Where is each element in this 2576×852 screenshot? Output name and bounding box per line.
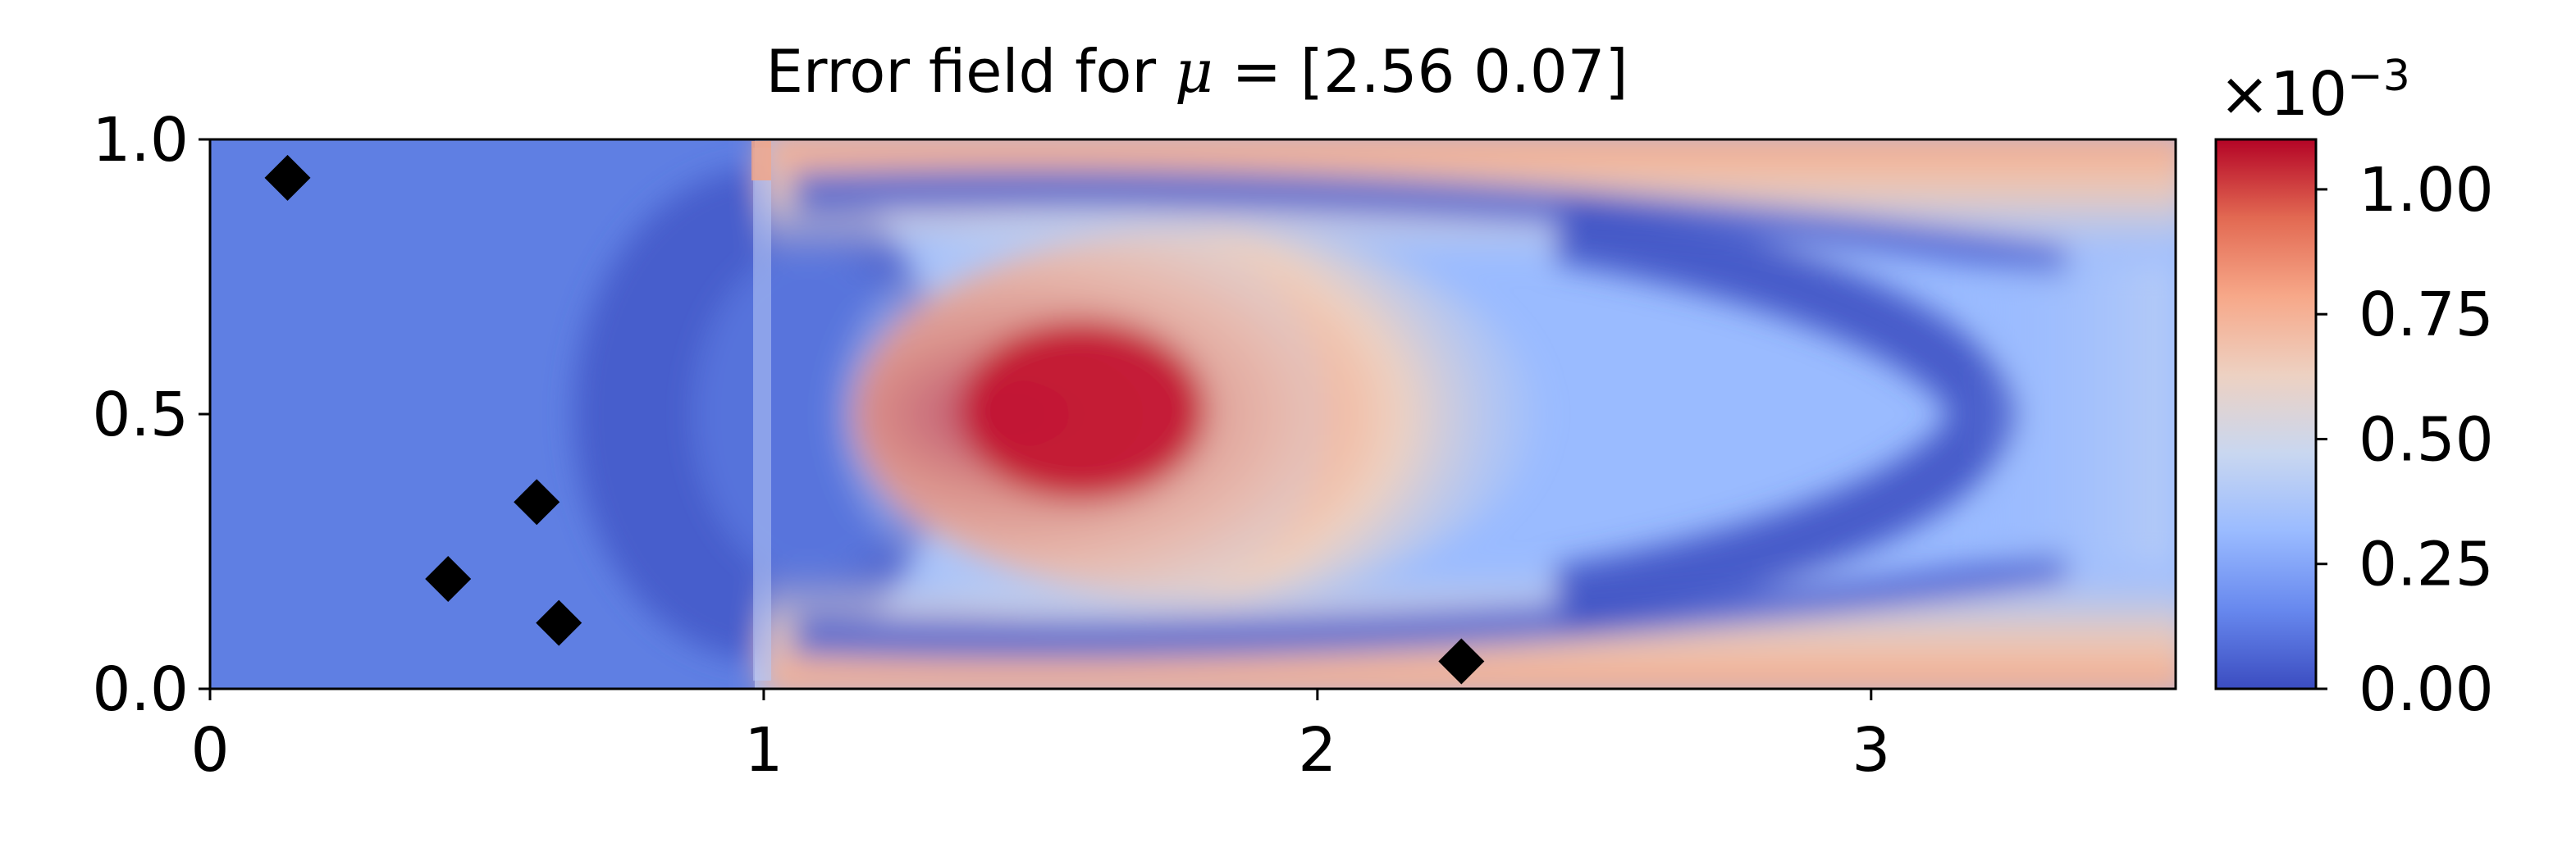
marker-diamond (514, 479, 560, 526)
corner-hot-spot (751, 141, 771, 180)
marker-diamond (1438, 638, 1485, 685)
colorbar-tick-label: 1.00 (2359, 155, 2494, 226)
y-axis: 0.0 0.5 1.0 (92, 105, 210, 725)
title-symbol: μ (1175, 37, 1213, 106)
chart-title: Error field for μ = [2.56 0.07] (765, 37, 1628, 106)
error-field-heatmap (210, 139, 2176, 689)
title-prefix: Error field for (765, 37, 1175, 106)
upper-dark-band (788, 167, 2067, 279)
x-tick-label: 2 (1298, 715, 1336, 786)
colorbar-tick-label: 0.50 (2359, 404, 2494, 475)
x-tick-label: 0 (190, 715, 229, 786)
marker-diamond (536, 599, 582, 646)
y-tick-label: 0.5 (92, 380, 189, 450)
colorbar-frame (2214, 138, 2318, 690)
multiplier-base: ×10 (2219, 59, 2347, 130)
error-peak (960, 320, 1206, 500)
x-tick-label: 3 (1852, 715, 1890, 786)
wall-vertical-bright (753, 148, 771, 681)
colorbar-tick-label: 0.75 (2359, 280, 2494, 350)
colorbar-gradient (2216, 139, 2316, 689)
y-tick-label: 0.0 (92, 654, 189, 725)
x-axis: 0 1 2 3 (190, 689, 1890, 786)
colorbar-tick-label: 0.25 (2359, 530, 2494, 600)
marker-diamond (264, 154, 311, 201)
right-light-region (1969, 262, 2176, 566)
multiplier-exponent: −3 (2347, 52, 2410, 101)
x-tick-label: 1 (744, 715, 783, 786)
colorbar-multiplier: ×10−3 (2219, 52, 2410, 130)
marker-diamond (425, 556, 472, 602)
sensor-markers (264, 154, 1485, 685)
colorbar-axis: 0.00 0.25 0.50 0.75 1.00 (2316, 155, 2494, 725)
colorbar-tick-label: 0.00 (2359, 654, 2494, 725)
title-suffix: = [2.56 0.07] (1213, 37, 1628, 106)
lower-dark-band (788, 549, 2067, 661)
y-tick-label: 1.0 (92, 105, 189, 175)
